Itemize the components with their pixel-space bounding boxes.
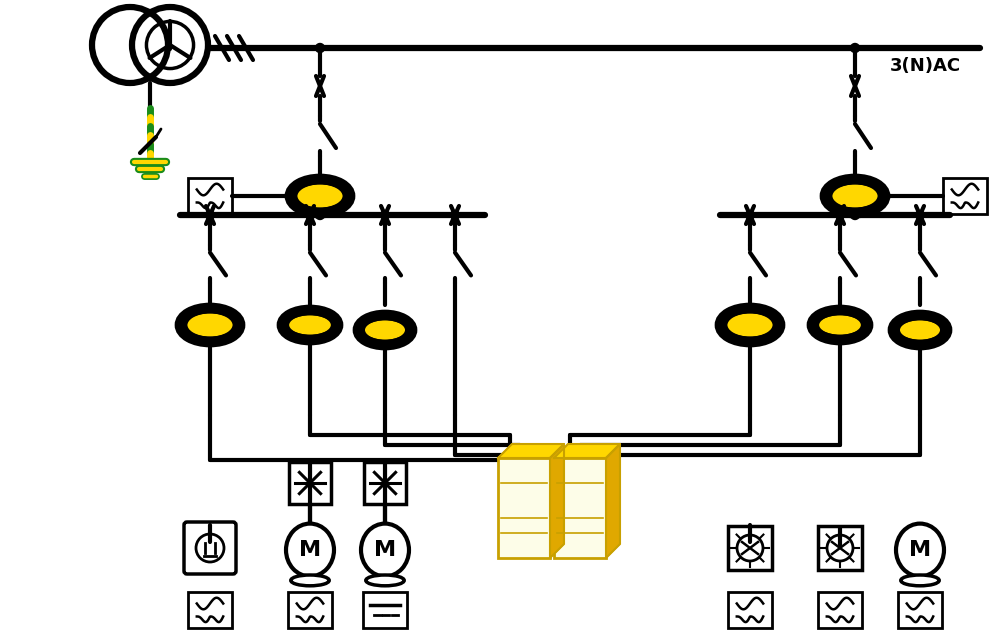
Ellipse shape bbox=[356, 313, 414, 347]
FancyBboxPatch shape bbox=[554, 458, 606, 558]
Ellipse shape bbox=[366, 575, 404, 586]
Ellipse shape bbox=[718, 306, 782, 344]
Circle shape bbox=[835, 210, 844, 219]
Polygon shape bbox=[554, 444, 620, 458]
Circle shape bbox=[91, 6, 169, 84]
Circle shape bbox=[205, 210, 214, 219]
Ellipse shape bbox=[286, 524, 334, 576]
Ellipse shape bbox=[896, 524, 944, 576]
Ellipse shape bbox=[288, 177, 352, 215]
Text: M: M bbox=[299, 540, 321, 560]
Circle shape bbox=[315, 210, 324, 219]
Circle shape bbox=[746, 210, 755, 219]
Text: M: M bbox=[909, 540, 931, 560]
Circle shape bbox=[306, 210, 314, 219]
Ellipse shape bbox=[291, 575, 329, 586]
Text: 3(N)AC: 3(N)AC bbox=[890, 57, 961, 75]
Circle shape bbox=[450, 210, 459, 219]
Circle shape bbox=[916, 210, 925, 219]
Circle shape bbox=[315, 44, 324, 53]
Ellipse shape bbox=[901, 575, 939, 586]
Text: M: M bbox=[374, 540, 396, 560]
Circle shape bbox=[850, 210, 859, 219]
Circle shape bbox=[131, 6, 209, 84]
Polygon shape bbox=[498, 444, 564, 458]
Ellipse shape bbox=[810, 308, 870, 342]
Ellipse shape bbox=[361, 524, 409, 576]
Polygon shape bbox=[550, 444, 564, 558]
Ellipse shape bbox=[823, 177, 887, 215]
Circle shape bbox=[381, 210, 390, 219]
Circle shape bbox=[850, 44, 859, 53]
Ellipse shape bbox=[178, 306, 242, 344]
Ellipse shape bbox=[891, 313, 949, 347]
Polygon shape bbox=[606, 444, 620, 558]
Ellipse shape bbox=[280, 308, 340, 342]
FancyBboxPatch shape bbox=[498, 458, 550, 558]
